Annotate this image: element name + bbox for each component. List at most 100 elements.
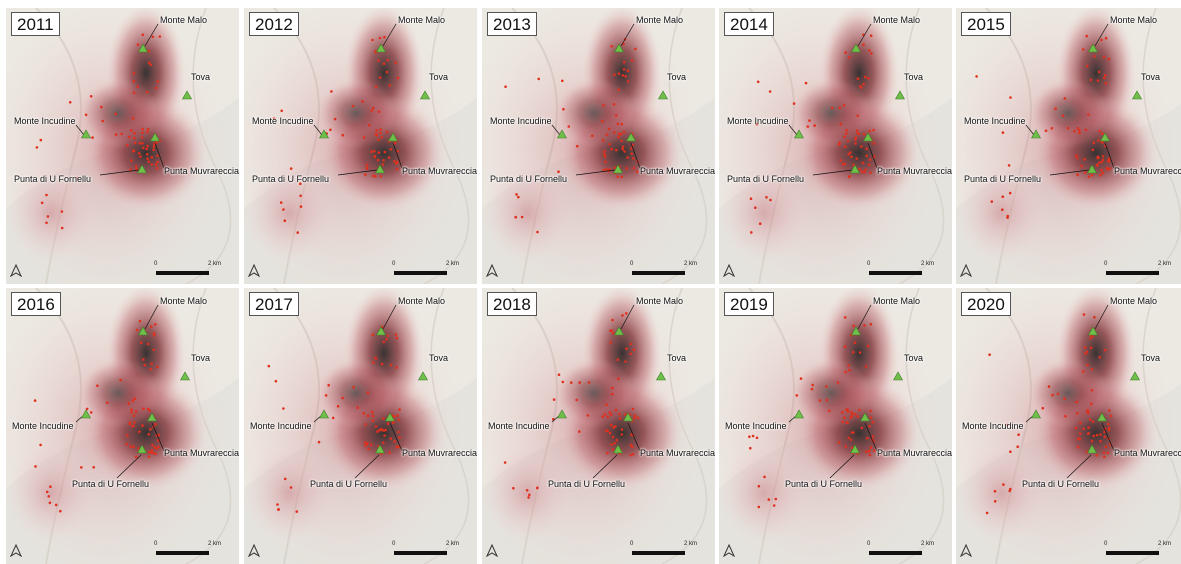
observation-point (1078, 129, 1081, 132)
triangle-icon (793, 129, 805, 139)
observation-point (370, 109, 374, 112)
observation-point (621, 74, 625, 77)
observation-point (603, 413, 607, 416)
place-label-monte-incudine: Monte Incudine (488, 421, 550, 431)
observation-point (575, 398, 578, 402)
scale-start-label: 0 (1104, 261, 1108, 267)
observation-point (612, 426, 615, 429)
observation-point (137, 447, 140, 450)
observation-point (1101, 171, 1105, 175)
place-label-punta-di-u-fornellu: Punta di U Fornellu (310, 479, 388, 489)
observation-point (336, 404, 340, 408)
observation-point (601, 119, 604, 123)
observation-point (149, 325, 153, 328)
triangle-icon (622, 412, 634, 422)
observation-point (133, 131, 136, 135)
observation-point (134, 410, 138, 413)
scale-end-label: 2 km (446, 541, 460, 547)
map-panel-2018: 2018 Monte Malo Tova Monte Incudine Punta Mu… (482, 288, 715, 564)
observation-point (382, 417, 385, 420)
observation-point (1090, 439, 1094, 443)
observation-point (372, 361, 375, 364)
place-label-punta-muvrareccia: Punta Muvrareccia (1114, 166, 1181, 176)
observation-point (871, 421, 875, 424)
observation-point (610, 147, 614, 151)
triangle-icon (612, 164, 624, 174)
observation-point (617, 377, 620, 380)
observation-point (279, 201, 283, 204)
observation-point (393, 415, 396, 418)
observation-point (141, 131, 144, 135)
observation-point (131, 424, 134, 428)
observation-point (387, 156, 391, 159)
place-label-punta-muvrareccia: Punta Muvrareccia (640, 166, 715, 176)
year-label: 2017 (249, 292, 299, 316)
north-arrow-icon (248, 544, 260, 557)
triangle-icon (146, 412, 158, 422)
scale-bar-line (394, 551, 447, 555)
observation-point (1007, 164, 1011, 167)
triangle-icon (417, 371, 429, 381)
observation-point (152, 332, 156, 335)
observation-point (1054, 107, 1057, 110)
observation-point (634, 47, 637, 51)
observation-point (847, 364, 850, 367)
observation-point (621, 314, 624, 317)
observation-point (1079, 421, 1082, 425)
observation-point (868, 158, 872, 161)
observation-point (150, 362, 153, 365)
observation-point (1101, 132, 1104, 135)
observation-point (620, 428, 624, 431)
observation-point (84, 113, 88, 117)
observation-point (154, 323, 157, 326)
observation-point (1097, 70, 1101, 74)
observation-point (611, 435, 615, 439)
observation-point (613, 441, 616, 445)
observation-point (751, 434, 755, 438)
observation-point (799, 377, 803, 380)
observation-point (377, 110, 381, 113)
observation-point (624, 75, 627, 78)
observation-point (283, 477, 287, 481)
observation-point (131, 117, 135, 120)
observation-point (990, 200, 994, 203)
observation-point (749, 197, 753, 200)
observation-point (136, 43, 140, 46)
observation-point (867, 344, 870, 348)
north-arrow-icon (960, 264, 972, 277)
observation-point (608, 143, 611, 146)
observation-point (155, 166, 159, 170)
place-label-monte-malo: Monte Malo (873, 296, 921, 306)
observation-point (1095, 454, 1098, 457)
observation-point (356, 406, 359, 409)
observation-point (1093, 316, 1096, 319)
observation-point (629, 453, 632, 457)
observation-point (382, 159, 385, 162)
triangle-icon (849, 444, 861, 454)
observation-point (146, 152, 149, 156)
place-label-monte-incudine: Monte Incudine (725, 421, 787, 431)
observation-point (605, 133, 609, 136)
observation-point (860, 426, 864, 430)
observation-point (617, 72, 621, 75)
map-panel-2012: 2012 Monte Malo Tova Monte Incudine Punta Mu… (244, 8, 477, 284)
observation-point (141, 127, 144, 131)
observation-point (844, 145, 847, 148)
triangle-icon (1096, 412, 1108, 422)
observation-point (396, 150, 400, 153)
observation-point (763, 475, 766, 479)
north-arrow-icon (723, 264, 735, 277)
observation-point (155, 447, 158, 450)
observation-point (1076, 445, 1080, 449)
observation-point (147, 433, 150, 436)
observation-point (767, 498, 771, 501)
observation-point (872, 142, 876, 145)
observation-point (528, 493, 531, 497)
observation-point (1075, 154, 1078, 157)
observation-point (393, 141, 397, 145)
north-arrow-icon (10, 264, 22, 277)
observation-point (632, 166, 636, 170)
place-label-monte-incudine: Monte Incudine (252, 116, 314, 126)
observation-point (617, 88, 621, 91)
observation-point (141, 424, 144, 427)
